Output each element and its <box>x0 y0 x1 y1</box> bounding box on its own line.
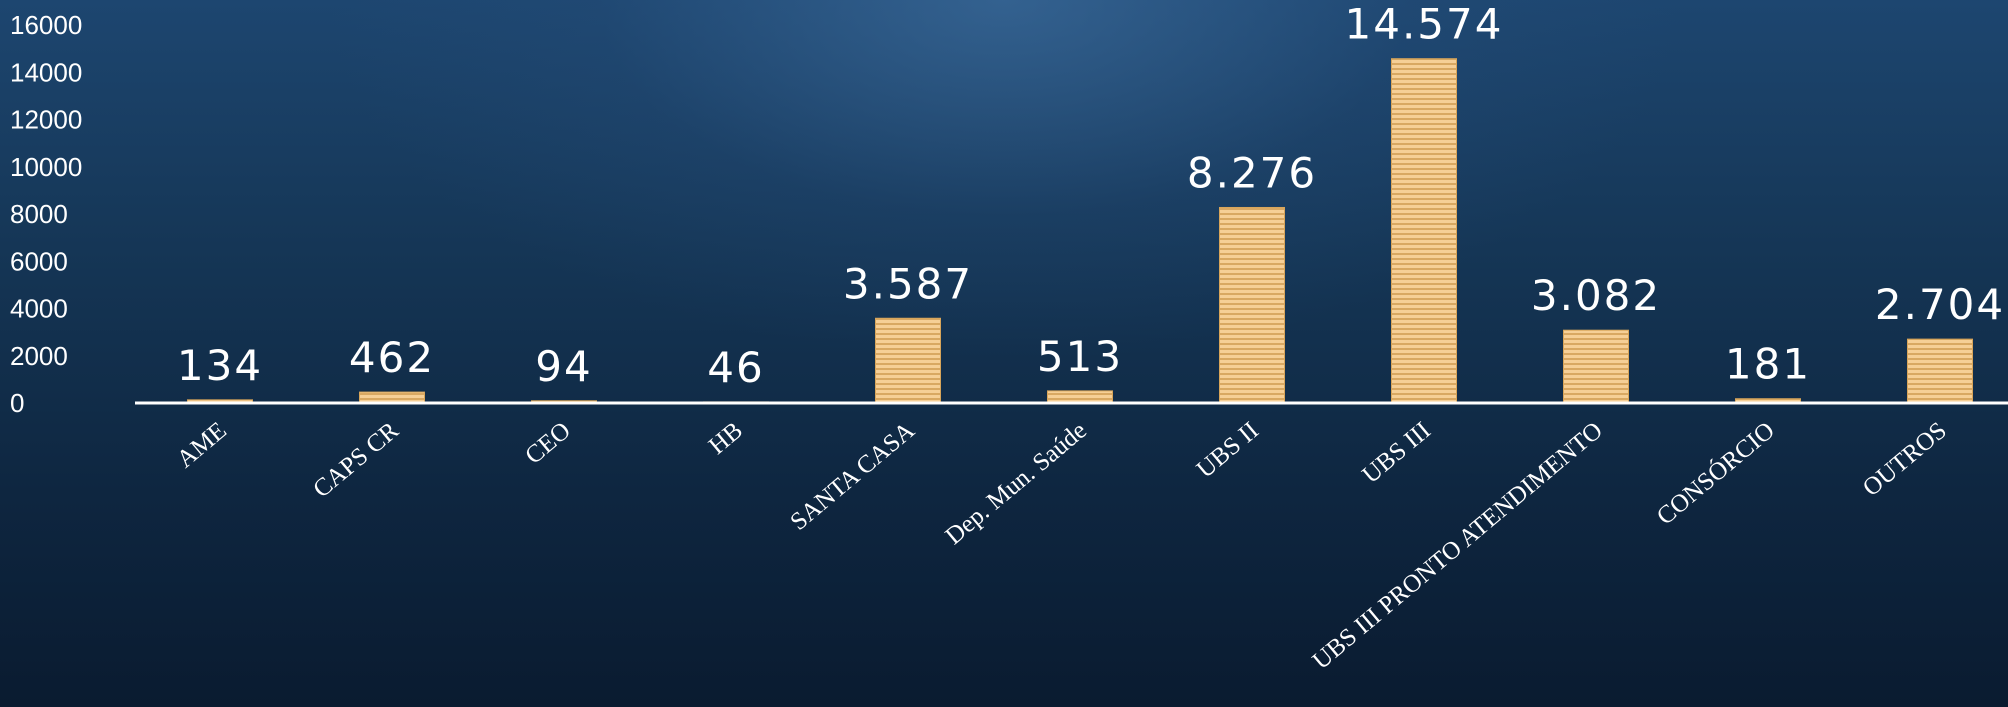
data-label: 134 <box>177 341 263 390</box>
y-tick-label: 16000 <box>10 10 82 40</box>
category-label: AME <box>172 417 232 473</box>
category-label: CONSÓRCIO <box>1651 416 1780 530</box>
bar <box>1391 58 1457 404</box>
y-tick-label: 10000 <box>10 152 82 182</box>
y-tick-label: 12000 <box>10 105 82 135</box>
bars-group <box>187 58 1973 404</box>
category-label: OUTROS <box>1858 417 1952 502</box>
data-label: 181 <box>1725 340 1811 389</box>
bar <box>1907 338 1973 404</box>
category-label: SANTA CASA <box>785 417 919 536</box>
category-label: CAPS CR <box>308 417 404 504</box>
data-label: 8.276 <box>1187 148 1317 197</box>
category-label: UBS III <box>1357 417 1436 489</box>
y-tick-label: 8000 <box>10 199 68 229</box>
y-tick-label: 4000 <box>10 294 68 324</box>
data-label: 3.587 <box>843 259 973 308</box>
category-label: Dep. Mun. Saúde <box>940 417 1091 550</box>
y-tick-label: 6000 <box>10 246 68 276</box>
bar <box>1563 329 1629 404</box>
y-tick-label: 2000 <box>10 341 68 371</box>
data-label: 94 <box>535 342 592 391</box>
data-label: 46 <box>707 343 764 392</box>
bar <box>875 317 941 404</box>
category-label: CEO <box>520 417 576 470</box>
y-tick-label: 14000 <box>10 57 82 87</box>
category-label: UBS III PRONTO ATENDIMENTO <box>1308 417 1608 675</box>
data-label: 14.574 <box>1345 0 1504 49</box>
bar <box>1219 206 1285 404</box>
category-label: HB <box>704 417 748 460</box>
y-tick-label: 0 <box>10 388 24 418</box>
data-label: 2.704 <box>1875 280 2005 329</box>
data-label: 513 <box>1037 332 1123 381</box>
data-label: 3.082 <box>1531 271 1661 320</box>
data-label: 462 <box>349 333 435 382</box>
category-labels-group: AME CAPS CR CEO HB SANTA CASA Dep. Mun. Saúde… <box>172 416 1952 675</box>
bar <box>1047 390 1113 404</box>
category-label: UBS II <box>1192 417 1264 484</box>
data-labels-group: 134 462 94 46 3.587 513 8.276 14.574 3.082 181 2.7… <box>177 0 2005 392</box>
y-axis: 0 2000 4000 6000 8000 10000 12000 14000 16000 <box>10 10 82 418</box>
bar <box>359 391 425 404</box>
